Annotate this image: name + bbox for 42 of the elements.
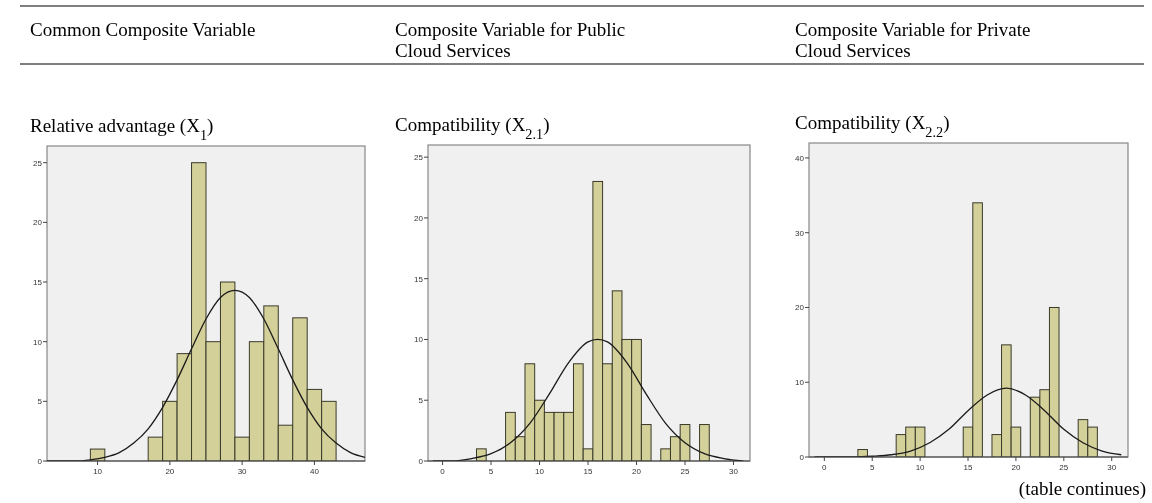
y-tick-label: 40 bbox=[795, 153, 805, 163]
y-tick-label: 20 bbox=[414, 213, 424, 223]
x-tick-label: 10 bbox=[93, 467, 103, 476]
y-tick-label: 15 bbox=[414, 274, 424, 284]
y-tick-label: 10 bbox=[414, 335, 424, 345]
y-tick-label: 30 bbox=[795, 228, 805, 238]
y-tick-label: 10 bbox=[795, 378, 805, 388]
x-tick-label: 10 bbox=[535, 467, 545, 476]
x-tick-label: 0 bbox=[440, 467, 446, 476]
chart-title: Compatibility (X$_{2.2}$) bbox=[795, 112, 950, 140]
x-tick-label: 5 bbox=[488, 467, 494, 476]
text: (table continues) bbox=[1018, 478, 1146, 500]
chart-title: Compatibility (X$_{2.1}$) bbox=[395, 114, 550, 142]
x-tick-label: 20 bbox=[165, 467, 175, 476]
y-tick-label: 0 bbox=[799, 453, 805, 462]
y-tick-label: 15 bbox=[33, 278, 43, 288]
chart-title: Relative advantage (X$_{1}$) bbox=[30, 115, 214, 143]
text: Composite Variable for Private Cloud Services bbox=[795, 19, 1031, 61]
y-tick-label: 5 bbox=[418, 396, 424, 406]
x-tick-label: 15 bbox=[583, 467, 594, 476]
x-tick-label: 30 bbox=[729, 467, 739, 476]
y-tick-label: 10 bbox=[33, 337, 43, 347]
x-tick-label: 30 bbox=[237, 467, 248, 476]
x-tick-label: 10 bbox=[915, 463, 926, 472]
y-tick-label: 25 bbox=[414, 153, 424, 163]
x-tick-label: 0 bbox=[822, 463, 828, 472]
y-tick-label: 25 bbox=[33, 158, 43, 168]
text: Common Composite Variable bbox=[30, 19, 256, 40]
x-tick-label: 25 bbox=[680, 467, 691, 476]
y-tick-label: 20 bbox=[33, 218, 43, 228]
x-tick-label: 40 bbox=[309, 467, 320, 476]
x-tick-label: 30 bbox=[1107, 463, 1117, 472]
x-tick-label: 25 bbox=[1059, 463, 1069, 472]
y-tick-label: 0 bbox=[37, 457, 43, 466]
y-tick-label: 0 bbox=[418, 457, 424, 466]
x-tick-label: 5 bbox=[870, 463, 875, 472]
x-tick-label: 15 bbox=[963, 463, 974, 472]
x-tick-label: 20 bbox=[1011, 463, 1021, 472]
y-tick-label: 5 bbox=[37, 397, 43, 407]
text: Composite Variable for Public Cloud Services bbox=[395, 19, 626, 61]
y-tick-label: 20 bbox=[795, 303, 805, 313]
x-tick-label: 20 bbox=[632, 467, 642, 476]
